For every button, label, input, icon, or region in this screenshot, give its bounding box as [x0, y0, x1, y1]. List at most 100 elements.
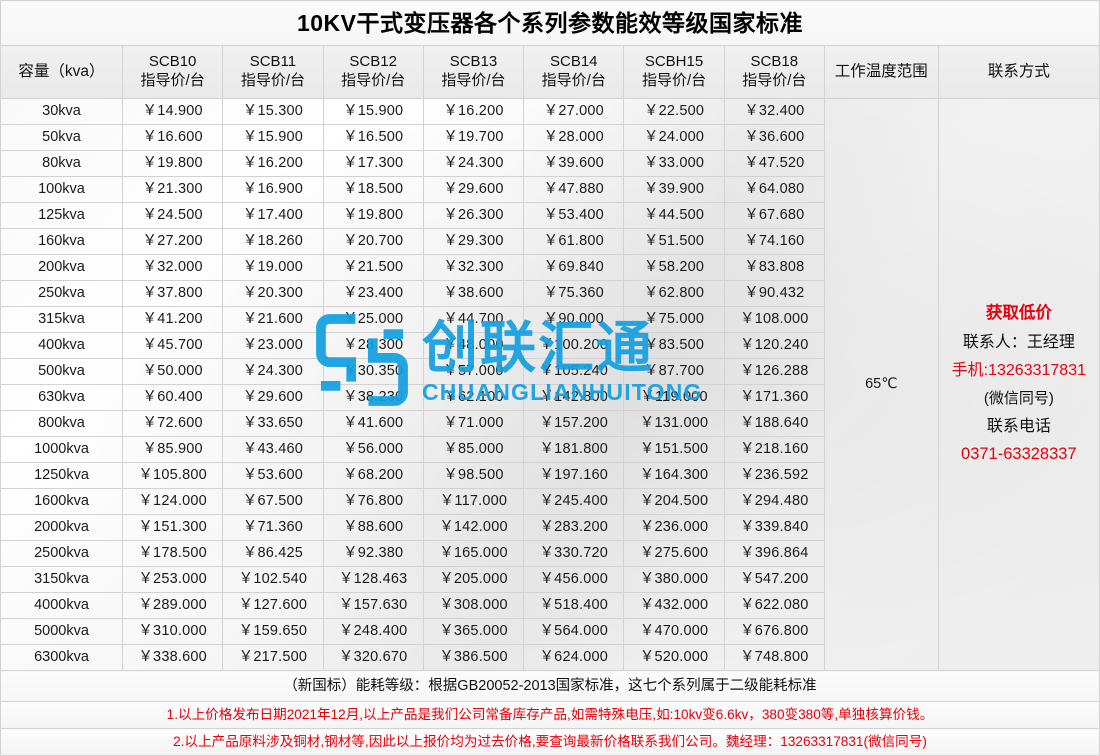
- price-cell: ￥28.000: [523, 124, 625, 151]
- price-cell: ￥24.500: [121, 202, 224, 229]
- price-cell: ￥85.000: [422, 436, 525, 463]
- price-cell: ￥76.800: [322, 488, 424, 515]
- series-price-label: 指导价/台: [742, 72, 807, 89]
- price-cell: ￥39.900: [623, 176, 725, 203]
- price-cell: ￥245.400: [523, 488, 625, 515]
- capacity-cell: 5000kva: [0, 618, 123, 645]
- price-cell: ￥17.300: [322, 150, 424, 177]
- price-cell: ￥236.592: [723, 462, 825, 489]
- price-cell: ￥27.200: [121, 228, 224, 255]
- price-cell: ￥151.500: [623, 436, 725, 463]
- capacity-cell: 160kva: [0, 228, 123, 255]
- price-cell: ￥85.900: [121, 436, 224, 463]
- capacity-cell: 315kva: [0, 306, 123, 333]
- standard-note-row: （新国标）能耗等级：根据GB20052-2013国家标准，这七个系列属于二级能耗…: [0, 670, 1100, 702]
- price-cell: ￥67.500: [222, 488, 324, 515]
- capacity-cell: 3150kva: [0, 566, 123, 593]
- contact-promo: 获取低价: [985, 304, 1052, 323]
- price-cell: ￥37.800: [121, 280, 224, 307]
- standard-note: （新国标）能耗等级：根据GB20052-2013国家标准，这七个系列属于二级能耗…: [0, 670, 1100, 702]
- price-cell: ￥205.000: [422, 566, 525, 593]
- header-row: 容量（kva） SCB10 指导价/台 SCB11 指导价/台 SCB12 指导…: [0, 45, 1100, 99]
- title-row: 10KV干式变压器各个系列参数能效等级国家标准: [0, 0, 1100, 46]
- price-cell: ￥24.000: [623, 124, 725, 151]
- header-temperature-range: 工作温度范围: [823, 45, 939, 99]
- price-cell: ￥51.500: [623, 228, 725, 255]
- price-cell: ￥16.900: [222, 176, 324, 203]
- table-row: 3150kva ￥253.000 ￥102.540 ￥128.463 ￥205.000 ￥…: [0, 566, 1100, 593]
- price-cell: ￥47.880: [523, 176, 625, 203]
- price-cell: ￥310.000: [121, 618, 224, 645]
- price-cell: ￥14.900: [121, 98, 224, 125]
- price-cell: ￥21.300: [121, 176, 224, 203]
- header-capacity: 容量（kva）: [0, 45, 123, 99]
- price-cell: ￥83.808: [723, 254, 825, 281]
- price-cell: ￥57.000: [422, 358, 525, 385]
- price-cell: ￥26.300: [422, 202, 525, 229]
- series-name: SCB14: [549, 53, 598, 71]
- price-cell: ￥68.200: [322, 462, 424, 489]
- page-title: 10KV干式变压器各个系列参数能效等级国家标准: [0, 0, 1100, 46]
- price-cell: ￥119.000: [623, 384, 725, 411]
- price-cell: ￥44.700: [422, 306, 525, 333]
- price-cell: ￥53.400: [523, 202, 625, 229]
- price-cell: ￥456.000: [523, 566, 625, 593]
- price-cell: ￥48.000: [422, 332, 525, 359]
- series-price-label: 指导价/台: [541, 72, 606, 89]
- price-cell: ￥622.080: [723, 592, 825, 619]
- price-cell: ￥74.160: [723, 228, 825, 255]
- capacity-cell: 4000kva: [0, 592, 123, 619]
- capacity-cell: 200kva: [0, 254, 123, 281]
- price-cell: ￥67.680: [723, 202, 825, 229]
- price-cell: ￥90.432: [723, 280, 825, 307]
- price-cell: ￥23.400: [322, 280, 424, 307]
- price-cell: ￥30.350: [322, 358, 424, 385]
- price-cell: ￥28.300: [322, 332, 424, 359]
- price-cell: ￥197.160: [523, 462, 625, 489]
- series-price-label: 指导价/台: [641, 72, 707, 89]
- price-cell: ￥29.600: [422, 176, 525, 203]
- price-cell: ￥236.000: [623, 514, 725, 541]
- capacity-cell: 50kva: [0, 124, 123, 151]
- footnote-1: 1.以上价格发布日期2021年12月,以上产品是我们公司常备库存产品,如需特殊电…: [0, 701, 1100, 729]
- price-cell: ￥32.300: [422, 254, 525, 281]
- price-cell: ￥217.500: [222, 644, 324, 671]
- price-cell: ￥19.700: [422, 124, 525, 151]
- price-cell: ￥60.400: [121, 384, 224, 411]
- price-cell: ￥105.240: [523, 358, 625, 385]
- price-cell: ￥98.500: [422, 462, 525, 489]
- capacity-cell: 100kva: [0, 176, 123, 203]
- price-cell: ￥248.400: [322, 618, 424, 645]
- price-cell: ￥72.600: [121, 410, 224, 437]
- price-cell: ￥17.400: [222, 202, 324, 229]
- price-cell: ￥275.600: [623, 540, 725, 567]
- table-row: 30kva ￥14.900 ￥15.300 ￥15.900 ￥16.200 ￥27.000…: [0, 98, 1100, 671]
- price-cell: ￥16.200: [422, 98, 525, 125]
- header-series-scb14: SCB14 指导价/台: [523, 45, 625, 99]
- capacity-cell: 30kva: [0, 98, 123, 125]
- price-cell: ￥43.460: [222, 436, 324, 463]
- series-price-label: 指导价/台: [341, 72, 406, 89]
- price-cell: ￥20.700: [322, 228, 424, 255]
- price-cell: ￥396.864: [723, 540, 825, 567]
- price-cell: ￥624.000: [523, 644, 625, 671]
- capacity-cell: 125kva: [0, 202, 123, 229]
- price-cell: ￥64.080: [723, 176, 825, 203]
- price-cell: ￥339.840: [723, 514, 825, 541]
- price-cell: ￥19.000: [222, 254, 324, 281]
- price-cell: ￥748.800: [723, 644, 825, 671]
- table-row: 100kva ￥21.300 ￥16.900 ￥18.500 ￥29.600 ￥47.88…: [0, 176, 1100, 203]
- price-cell: ￥24.300: [422, 150, 525, 177]
- price-cell: ￥120.240: [723, 332, 825, 359]
- capacity-cell: 800kva: [0, 410, 123, 437]
- price-cell: ￥564.000: [523, 618, 625, 645]
- price-cell: ￥15.300: [222, 98, 324, 125]
- price-cell: ￥22.500: [623, 98, 725, 125]
- header-series-scb13: SCB13 指导价/台: [422, 45, 525, 99]
- price-cell: ￥75.000: [623, 306, 725, 333]
- series-name: SCBH15: [644, 53, 704, 71]
- contact-telephone[interactable]: 0371-63328337: [961, 444, 1077, 463]
- price-cell: ￥69.840: [523, 254, 625, 281]
- price-cell: ￥164.300: [623, 462, 725, 489]
- contact-mobile[interactable]: 手机:13263317831: [951, 362, 1086, 380]
